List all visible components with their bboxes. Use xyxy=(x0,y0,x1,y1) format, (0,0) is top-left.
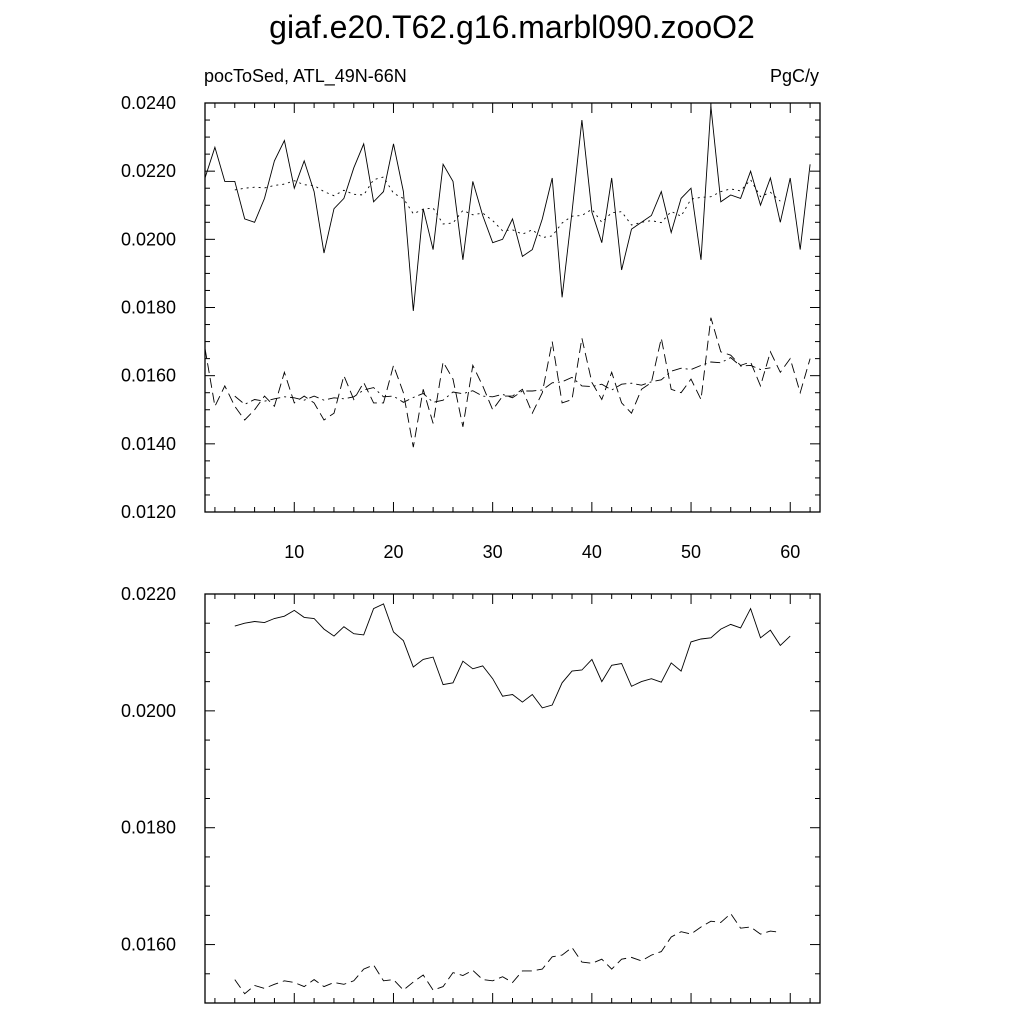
y-tick-label: 0.0200 xyxy=(121,701,176,721)
y-tick-label: 0.0200 xyxy=(121,229,176,249)
y-tick-label: 0.0220 xyxy=(121,584,176,604)
y-tick-label: 0.0160 xyxy=(121,935,176,955)
y-tick-label: 0.0220 xyxy=(121,161,176,181)
variable-region-label: pocToSed, ATL_49N-66N xyxy=(204,66,407,87)
x-tick-label: 50 xyxy=(681,542,701,562)
series-line-solid xyxy=(205,106,811,311)
y-tick-label: 0.0140 xyxy=(121,434,176,454)
top-panel: 0.0120 0.0140 0.0160 0.0180 0.0200 0.0220 0.02… xyxy=(121,93,821,562)
series-line-dashed xyxy=(234,912,781,995)
x-tick-label: 20 xyxy=(383,542,403,562)
plot-frame xyxy=(204,593,821,1004)
y-tick-label: 0.0120 xyxy=(121,502,176,522)
y-tick-label: 0.0240 xyxy=(121,93,176,113)
series-line-solid xyxy=(234,603,791,709)
units-label: PgC/y xyxy=(770,66,819,86)
x-tick-label: 30 xyxy=(483,542,503,562)
x-tick-label: 10 xyxy=(284,542,304,562)
x-tick-label: 40 xyxy=(582,542,602,562)
bottom-panel: 0.0160 0.0180 0.0200 0.0220 xyxy=(121,584,821,1004)
plot-frame xyxy=(204,102,821,513)
y-tick-label: 0.0160 xyxy=(121,366,176,386)
y-tick-label: 0.0180 xyxy=(121,298,176,318)
series-line-dotted xyxy=(234,176,781,239)
y-tick-label: 0.0180 xyxy=(121,818,176,838)
series-line-dash-dot xyxy=(234,357,771,405)
series-line-dashed xyxy=(205,317,811,448)
x-tick-label: 60 xyxy=(780,542,800,562)
chart-title: giaf.e20.T62.g16.marbl090.zooO2 xyxy=(269,9,755,45)
